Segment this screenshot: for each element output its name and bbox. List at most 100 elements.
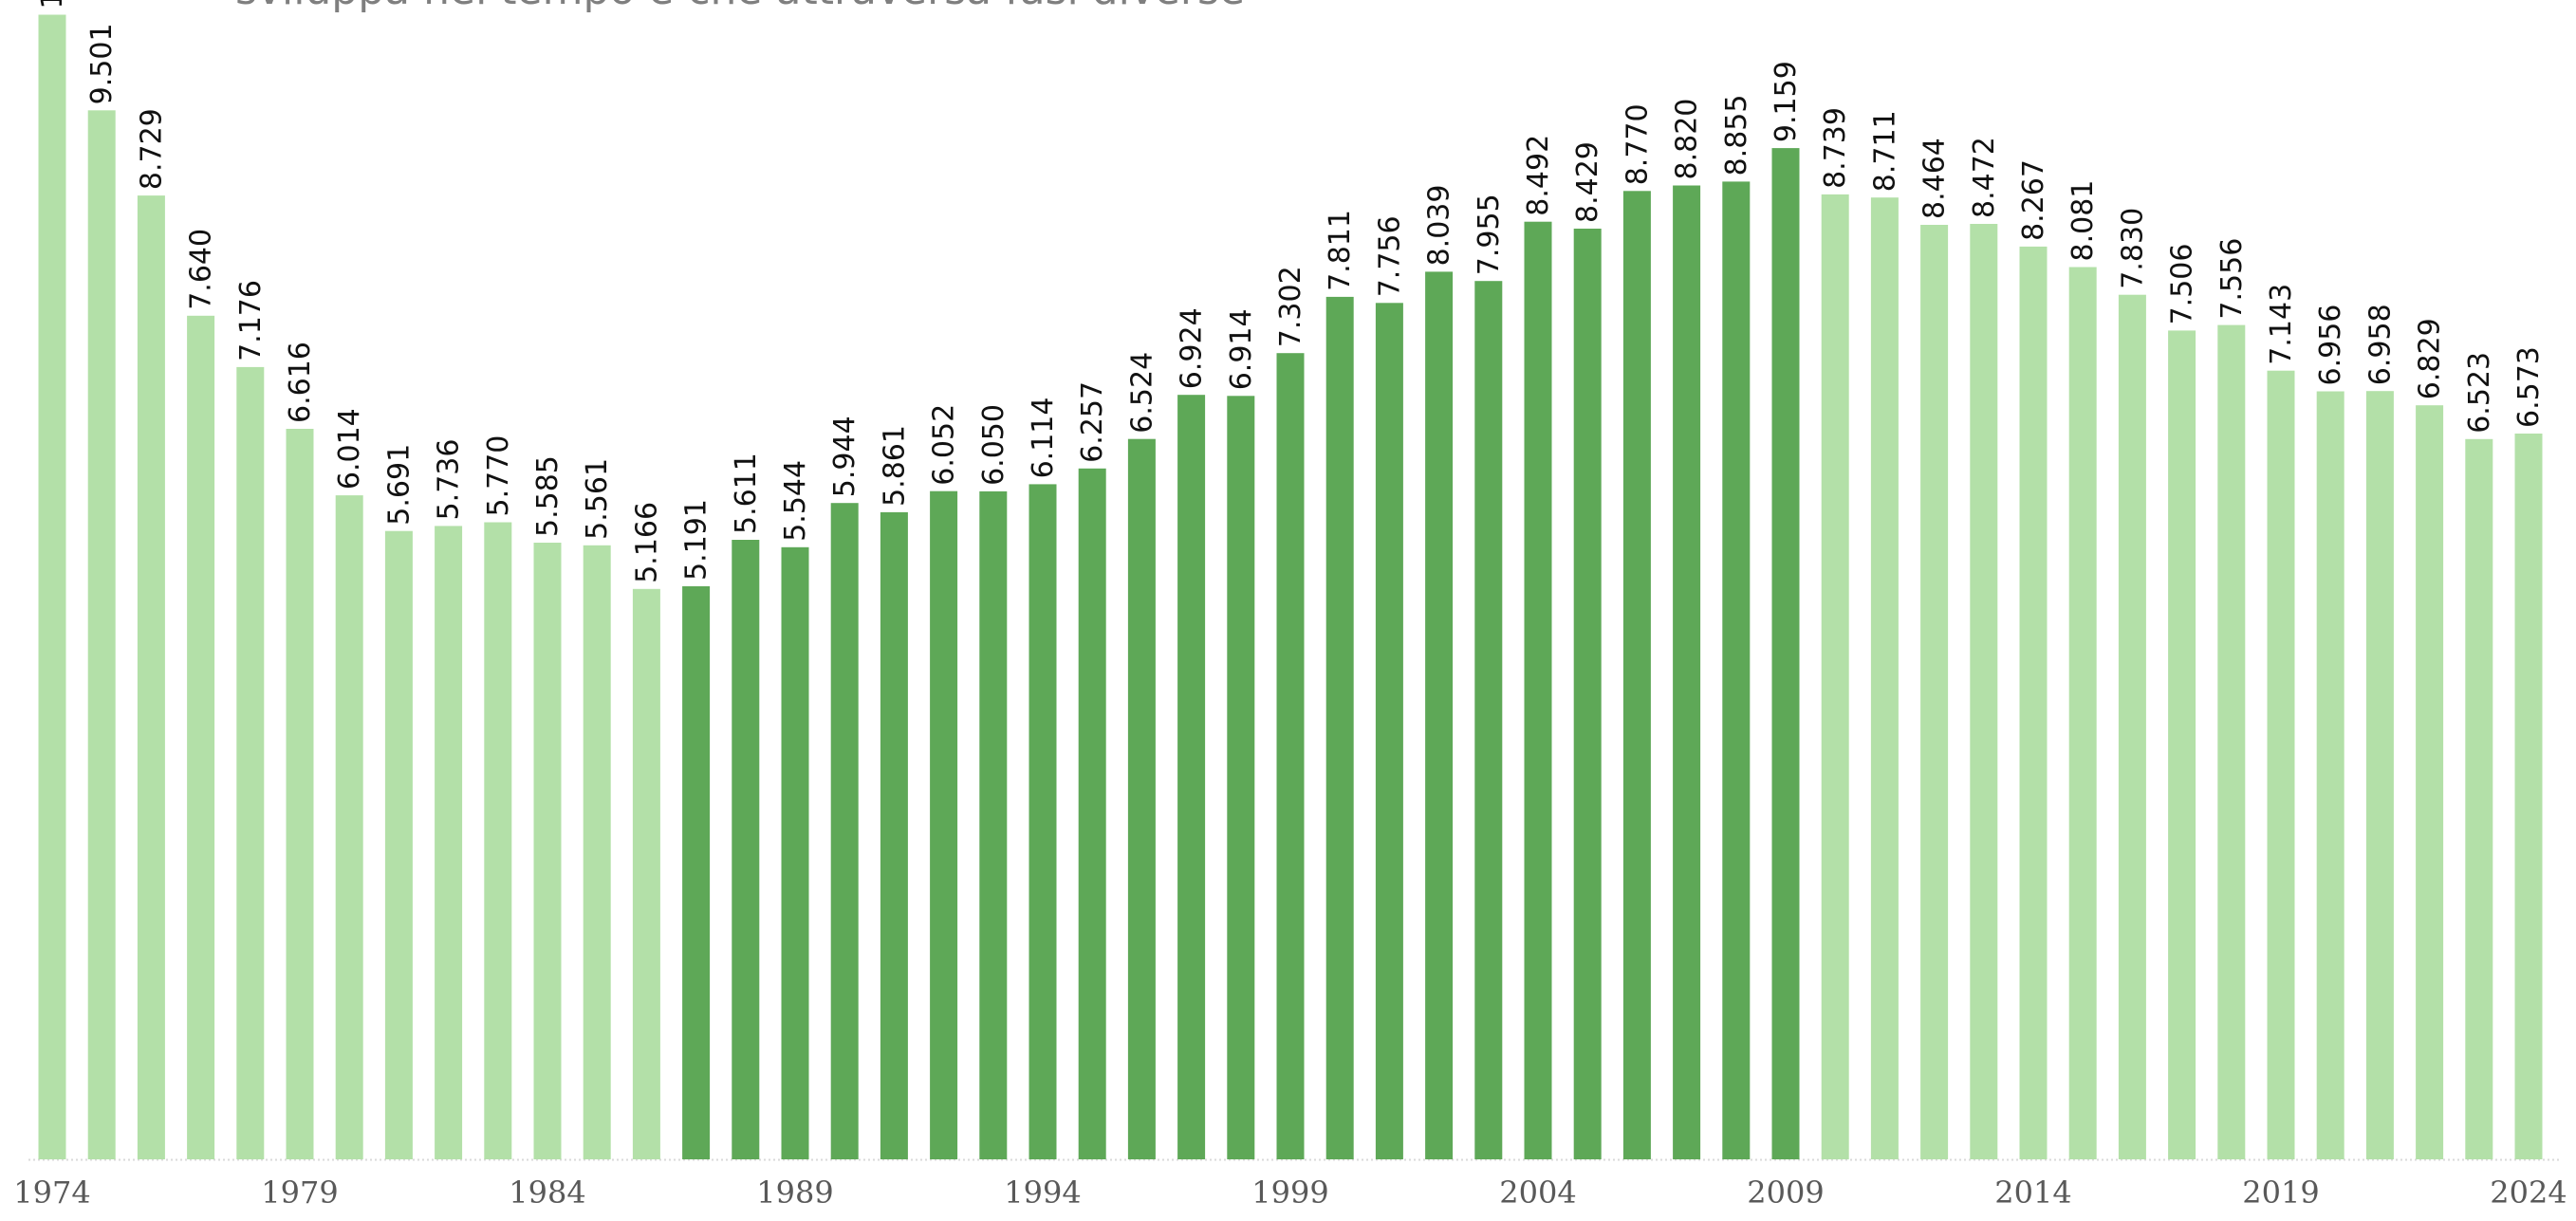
bar-2021: [2365, 391, 2394, 1159]
bar-2023: [2465, 438, 2493, 1159]
value-label-2013: 8.472: [1968, 137, 2001, 218]
x-tick-label-1974: 1974: [13, 1175, 90, 1211]
bar-2018: [2217, 324, 2246, 1160]
value-label-2019: 7.143: [2265, 284, 2298, 365]
x-tick-label-2009: 2009: [1747, 1175, 1824, 1211]
bar-1983: [484, 522, 512, 1159]
value-label-1974: 10.367: [36, 0, 69, 9]
bar-1995: [1078, 468, 1106, 1159]
bar-2001: [1375, 303, 1403, 1159]
bar-1985: [583, 545, 611, 1159]
value-label-2008: 8.855: [1720, 95, 1753, 176]
value-label-1984: 5.585: [531, 455, 565, 537]
value-label-1983: 5.770: [482, 435, 515, 517]
x-tick-label-2004: 2004: [1499, 1175, 1576, 1211]
bar-2019: [2267, 370, 2295, 1159]
x-tick-label-2019: 2019: [2242, 1175, 2319, 1211]
bar-1980: [335, 495, 363, 1159]
value-label-1998: 6.914: [1225, 308, 1258, 390]
value-label-2021: 6.958: [2363, 304, 2397, 385]
bar-1974: [38, 14, 66, 1159]
value-label-2010: 8.739: [1819, 107, 1852, 189]
bar-1986: [632, 588, 660, 1159]
value-label-2006: 8.770: [1621, 103, 1654, 185]
value-label-2014: 8.267: [2017, 159, 2050, 241]
value-label-1989: 5.544: [779, 460, 812, 542]
x-tick-label-1979: 1979: [261, 1175, 338, 1211]
value-label-2003: 7.955: [1473, 194, 1506, 275]
value-label-2017: 7.506: [2166, 244, 2199, 325]
bar-1979: [286, 429, 314, 1159]
bar-2016: [2118, 294, 2146, 1159]
bar-2020: [2316, 391, 2344, 1159]
value-label-2024: 6.573: [2512, 346, 2546, 428]
value-label-2020: 6.956: [2314, 305, 2347, 386]
value-label-2023: 6.523: [2463, 352, 2496, 434]
bar-2000: [1325, 296, 1354, 1159]
x-tick-label-2014: 2014: [1994, 1175, 2071, 1211]
value-label-2001: 7.756: [1373, 215, 1406, 297]
x-tick-label-1984: 1984: [509, 1175, 585, 1211]
bar-1984: [533, 543, 562, 1159]
bar-2022: [2416, 405, 2444, 1159]
value-label-1992: 6.052: [928, 404, 961, 486]
bar-1987: [682, 585, 711, 1159]
bar-2014: [2019, 246, 2048, 1159]
value-label-2016: 7.830: [2116, 208, 2149, 289]
bar-2012: [1920, 225, 1949, 1159]
x-tick-label-2024: 2024: [2490, 1175, 2567, 1211]
value-label-1993: 6.050: [977, 404, 1010, 486]
bar-2006: [1622, 191, 1651, 1160]
value-label-1994: 6.114: [1027, 398, 1060, 479]
bar-1977: [187, 315, 215, 1159]
value-label-2007: 8.820: [1671, 99, 1704, 180]
bar-2013: [1970, 224, 1998, 1159]
bar-2005: [1573, 229, 1602, 1159]
bar-2011: [1870, 197, 1899, 1159]
value-label-1982: 5.736: [433, 439, 466, 521]
bar-2008: [1722, 181, 1751, 1159]
bar-2007: [1673, 185, 1701, 1159]
bar-1994: [1029, 484, 1057, 1159]
bar-2002: [1425, 271, 1454, 1159]
value-label-1977: 7.640: [185, 229, 218, 310]
value-label-1990: 5.944: [828, 416, 862, 497]
bar-1975: [87, 110, 116, 1159]
chart-subtitle: sviluppa nel tempo e che attraversa fasi…: [235, 0, 1245, 11]
bar-1992: [930, 490, 958, 1159]
bar-1988: [732, 540, 760, 1159]
bar-2004: [1524, 221, 1552, 1159]
bar-1999: [1276, 353, 1305, 1159]
value-label-1988: 5.611: [730, 453, 763, 534]
value-label-1986: 5.166: [630, 502, 663, 583]
value-label-1975: 9.501: [85, 23, 119, 104]
bar-2015: [2068, 267, 2097, 1159]
bar-1976: [137, 195, 165, 1160]
value-label-2004: 8.492: [1522, 135, 1555, 216]
value-label-2009: 9.159: [1770, 61, 1803, 142]
value-label-2005: 8.429: [1571, 141, 1604, 223]
value-label-1995: 6.257: [1076, 381, 1109, 463]
bar-1978: [236, 366, 265, 1159]
bar-1991: [880, 511, 908, 1159]
x-tick-label-1989: 1989: [756, 1175, 833, 1211]
value-label-2022: 6.829: [2414, 318, 2447, 399]
value-label-2018: 7.556: [2215, 238, 2249, 320]
bar-2009: [1771, 148, 1800, 1160]
value-label-2002: 8.039: [1423, 185, 1456, 267]
value-label-1996: 6.524: [1125, 352, 1158, 434]
value-label-1976: 8.729: [135, 108, 168, 190]
bar-2024: [2514, 434, 2543, 1159]
bar-2003: [1474, 281, 1503, 1159]
value-label-1987: 5.191: [680, 499, 713, 581]
value-label-2011: 8.711: [1868, 110, 1901, 192]
value-label-1985: 5.561: [581, 458, 614, 540]
value-label-1978: 7.176: [234, 280, 268, 361]
value-label-1991: 5.861: [878, 425, 911, 507]
bar-2010: [1821, 194, 1849, 1159]
value-label-2000: 7.811: [1324, 210, 1357, 291]
value-label-2015: 8.081: [2066, 180, 2100, 262]
value-label-1981: 5.691: [382, 444, 416, 526]
value-label-1999: 7.302: [1274, 266, 1307, 347]
